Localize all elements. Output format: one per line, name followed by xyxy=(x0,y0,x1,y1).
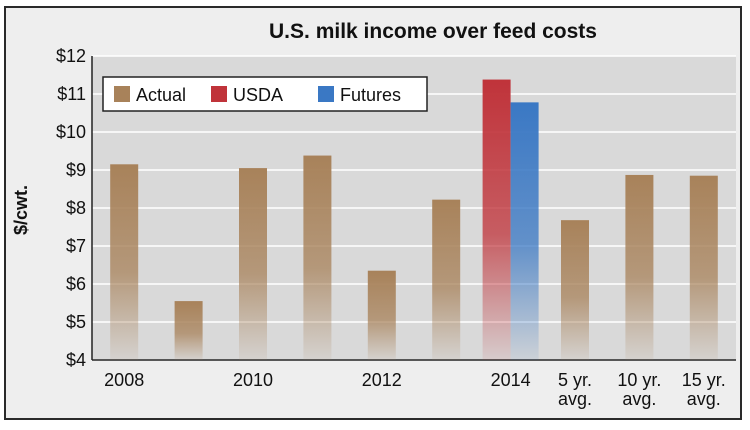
bar-actual-10-yr-avg- xyxy=(625,174,654,360)
legend-label-futures: Futures xyxy=(340,85,401,105)
y-tick-label: $11 xyxy=(57,84,86,104)
x-tick-label: avg. xyxy=(558,389,592,409)
bar-futures-2014 xyxy=(510,102,539,361)
legend-label-usda: USDA xyxy=(233,85,283,105)
bar-actual-15-yr-avg- xyxy=(689,175,718,360)
x-tick-label: 10 yr. xyxy=(617,370,661,390)
bar-usda-2014 xyxy=(482,79,511,360)
chart-title: U.S. milk income over feed costs xyxy=(269,20,597,43)
x-tick-label: 15 yr. xyxy=(682,370,726,390)
bar-actual-2008 xyxy=(110,164,139,360)
y-tick-label: $9 xyxy=(66,160,86,180)
legend-swatch-actual xyxy=(114,86,130,102)
legend-box xyxy=(102,76,428,112)
bar-actual-5-yr-avg- xyxy=(561,220,589,360)
y-axis-label: $/cwt. xyxy=(11,185,31,235)
bar-actual-2010 xyxy=(239,168,267,360)
bar-actual-2009 xyxy=(174,301,203,360)
legend-swatch-futures xyxy=(318,86,334,102)
x-tick-label: 2010 xyxy=(233,370,273,390)
bar-actual-2011 xyxy=(303,155,332,360)
bar-actual-2012 xyxy=(367,270,396,360)
y-tick-label: $5 xyxy=(66,312,86,332)
y-tick-label: $4 xyxy=(66,350,86,370)
x-tick-label: 5 yr. xyxy=(558,370,592,390)
x-tick-label: avg. xyxy=(622,389,656,409)
y-tick-label: $8 xyxy=(66,198,86,218)
x-tick-label: 2012 xyxy=(362,370,402,390)
bar-actual-2013 xyxy=(432,199,461,360)
legend-label-actual: Actual xyxy=(136,85,186,105)
legend: Actual USDA Futures xyxy=(102,76,428,112)
legend-swatch-usda xyxy=(211,86,227,102)
x-tick-label: 2014 xyxy=(491,370,531,390)
y-tick-label: $10 xyxy=(56,122,86,142)
y-tick-label: $12 xyxy=(56,46,86,66)
x-tick-label: 2008 xyxy=(104,370,144,390)
y-tick-label: $6 xyxy=(66,274,86,294)
y-tick-label: $7 xyxy=(66,236,86,256)
x-tick-label: avg. xyxy=(687,389,721,409)
